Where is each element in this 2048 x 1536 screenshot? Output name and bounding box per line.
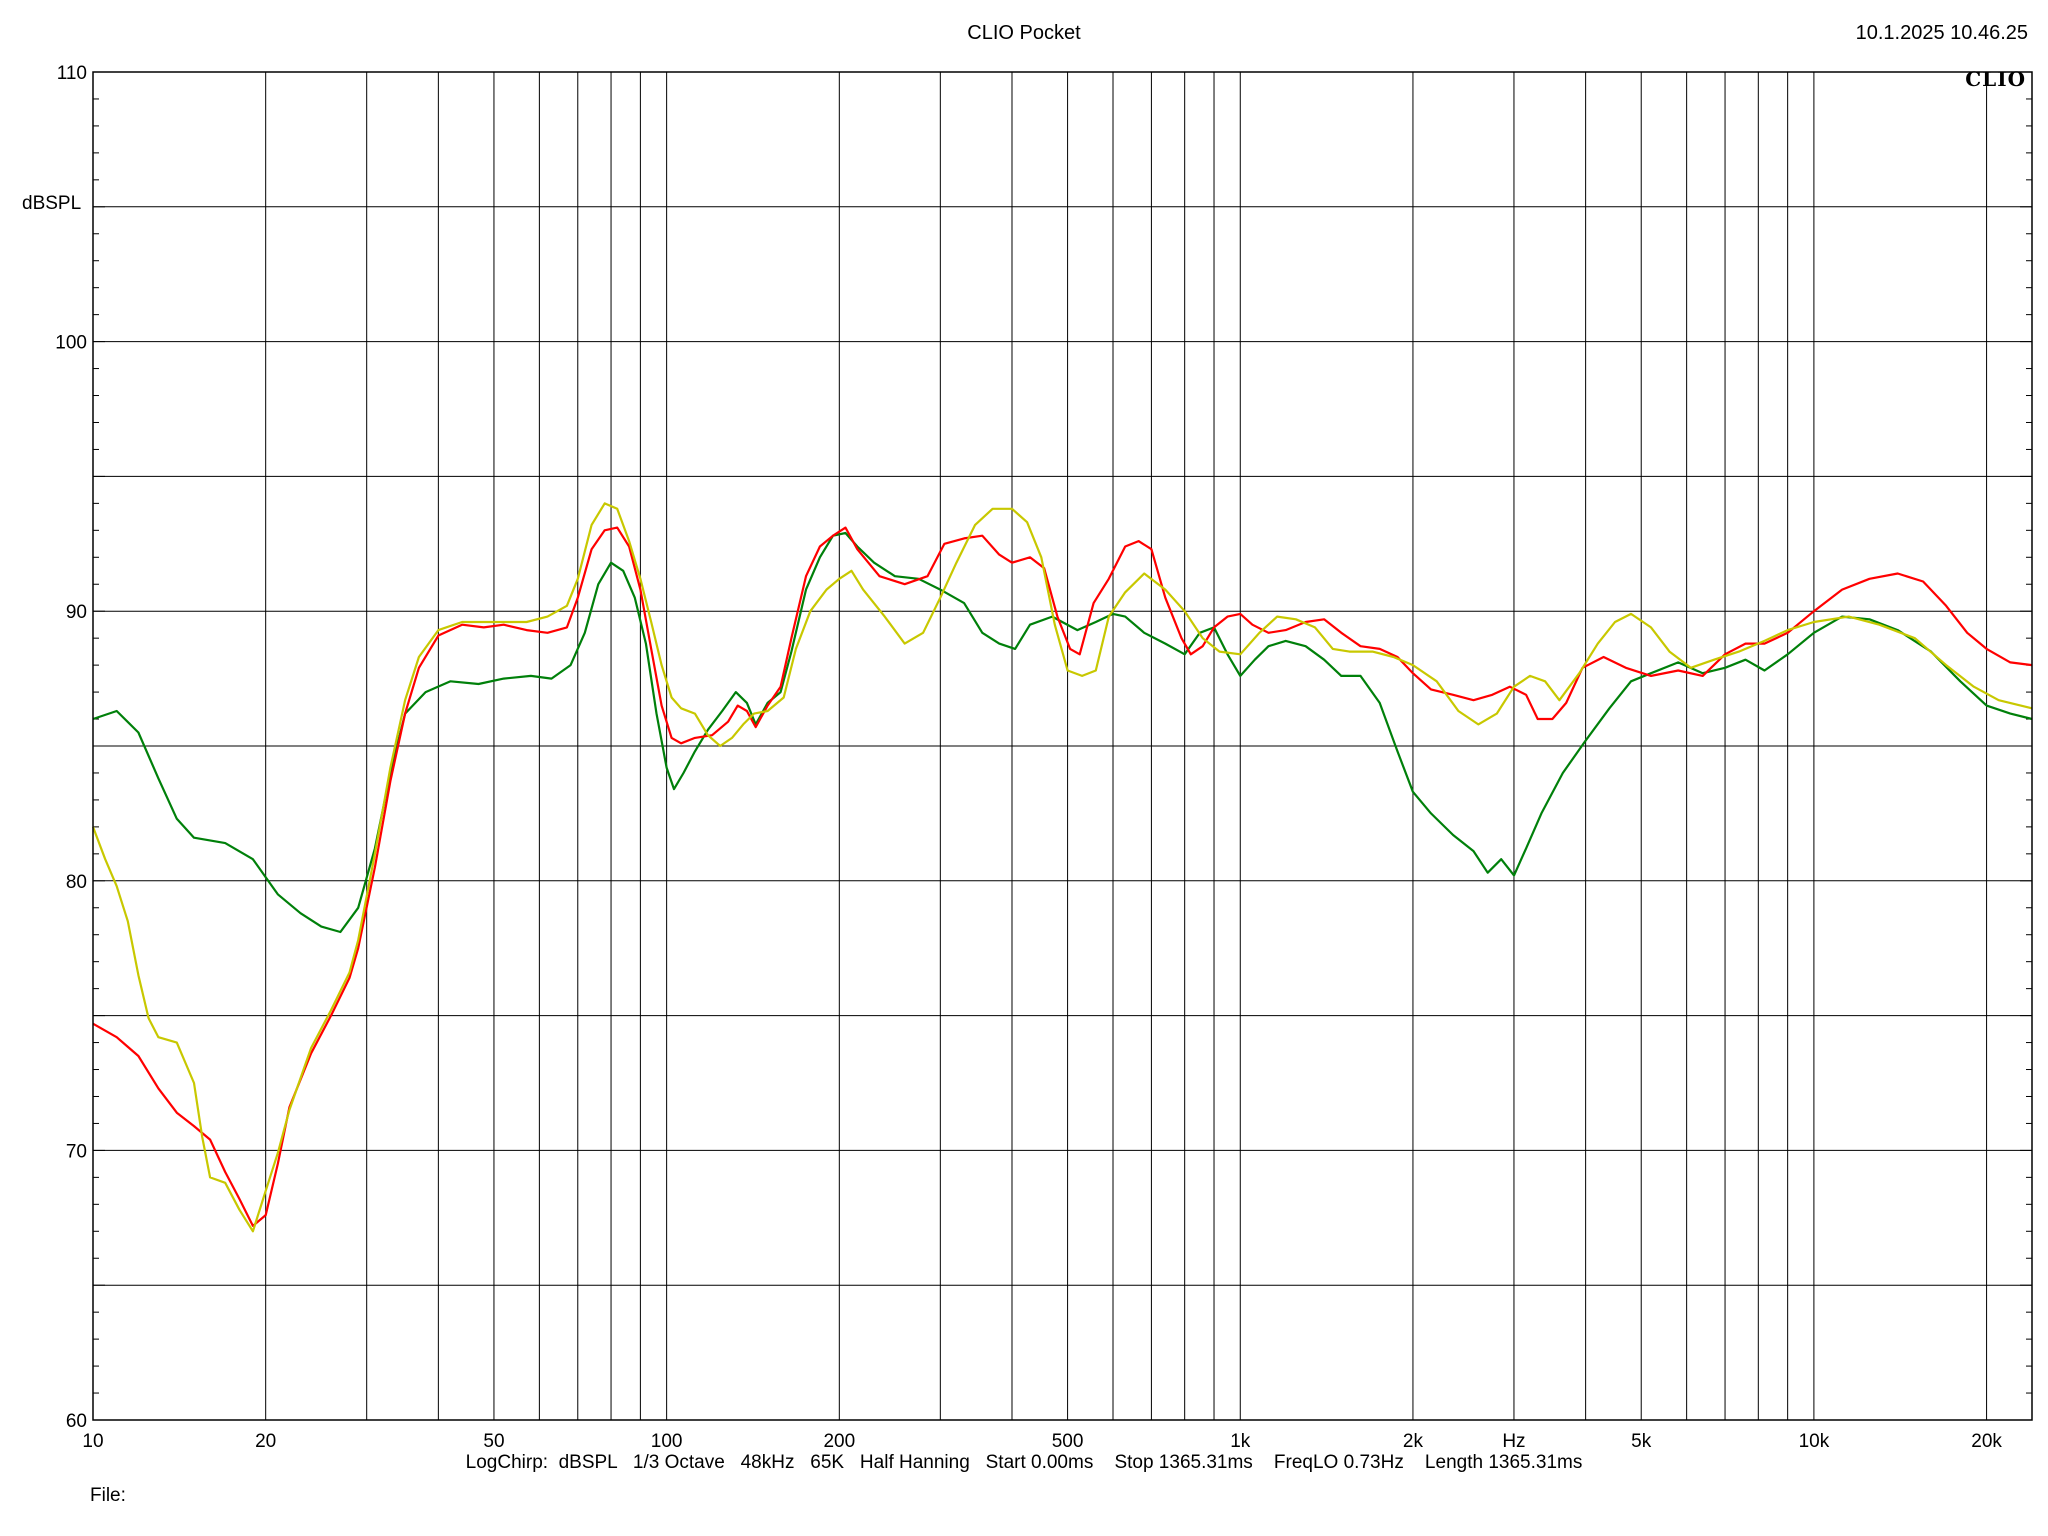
series-line-1 (92, 531, 2033, 934)
y-tick-label: 110 (57, 63, 87, 84)
timestamp: 10.1.2025 10.46.25 (1855, 22, 2028, 44)
x-tick-label: 1k (1230, 1431, 1251, 1452)
y-axis-label: dBSPL (22, 193, 82, 214)
x-tick-label: 10 (82, 1431, 103, 1452)
series-line-2 (92, 526, 2033, 1227)
clio-brand-logo: CLIO (1965, 67, 2026, 91)
x-tick-label: 5k (1631, 1431, 1652, 1452)
y-tick-label: 70 (66, 1141, 87, 1162)
y-tick-label: 100 (55, 333, 87, 354)
measurement-settings: LogChirp: dBSPL 1/3 Octave 48kHz 65K Hal… (465, 1452, 1583, 1473)
grid-layer (93, 72, 2032, 1420)
y-tick-label: 90 (66, 602, 87, 623)
y-tick-label: 80 (66, 872, 87, 893)
tick-label-layer: 60 70 80 90 100 110 10 20 50 100 200 500 1k 2k 5k 10k 20… (55, 63, 2002, 1452)
x-tick-label: 10k (1799, 1431, 1830, 1452)
series-line-3 (91, 502, 2033, 1233)
y-tick-label: 60 (66, 1411, 87, 1432)
x-tick-label: 50 (483, 1431, 504, 1452)
x-tick-label: 20 (255, 1431, 276, 1452)
x-tick-label: 20k (1971, 1431, 2002, 1452)
series-layer (91, 502, 2033, 1233)
x-tick-label: 500 (1052, 1431, 1084, 1452)
tick-layer (93, 71, 2032, 1421)
chart-title: CLIO Pocket (967, 22, 1081, 44)
x-tick-label: 100 (651, 1431, 683, 1452)
plot-frame (92, 71, 2033, 1421)
x-axis-unit-label: Hz (1502, 1431, 1525, 1452)
x-tick-label: 200 (823, 1431, 855, 1452)
file-label: File: (90, 1485, 126, 1506)
x-tick-label: 2k (1403, 1431, 1424, 1452)
